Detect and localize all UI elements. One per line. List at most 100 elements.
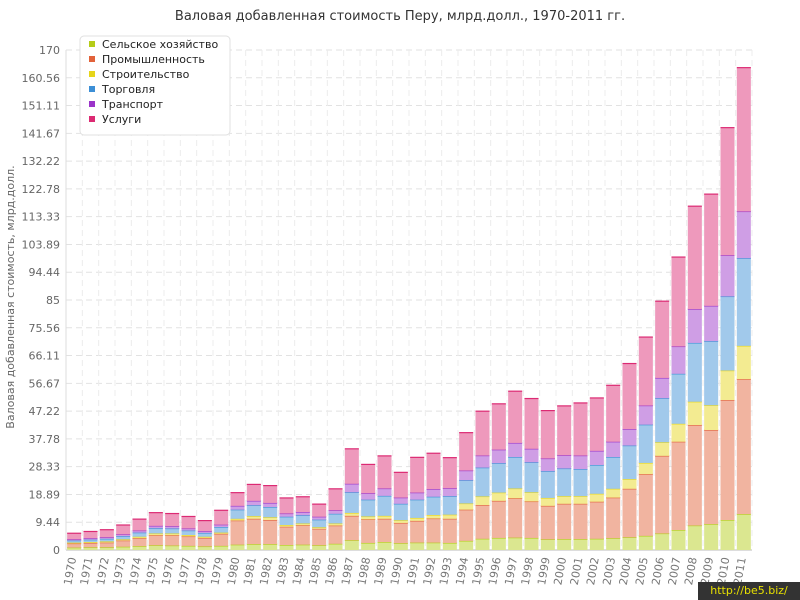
bar-segment [687, 309, 702, 343]
bar-segment [622, 445, 637, 480]
bar-segment [410, 517, 425, 521]
bar-segment [459, 540, 474, 550]
bar-segment [410, 457, 425, 493]
bar-segment [197, 546, 212, 550]
y-tick-label: 85 [46, 294, 60, 307]
y-tick-label: 56.67 [29, 377, 61, 390]
x-tick-label: 1980 [225, 556, 243, 586]
x-tick-label: 1991 [404, 556, 422, 586]
bar-segment [83, 539, 98, 543]
axes: 0 9.44 18.89 28.33 37.78 47.22 56.67 66.11 75.56… [22, 44, 752, 586]
bar-segment [328, 510, 343, 514]
bar-segment [426, 518, 441, 543]
bar-segment [99, 542, 114, 548]
x-tick-label: 1994 [453, 556, 471, 586]
bar-segment [508, 488, 523, 499]
bar-segment [475, 467, 490, 497]
bar-segment [736, 345, 751, 380]
x-tick-label: 1973 [110, 556, 128, 586]
bar-segment [638, 535, 653, 550]
bar-segment [214, 545, 229, 550]
bar-segment [606, 497, 621, 539]
bar-segment [475, 455, 490, 468]
bar-segment [426, 489, 441, 497]
legend-swatch [89, 116, 95, 122]
bar-segment [491, 449, 506, 464]
legend-swatch [89, 56, 95, 62]
bar-segment [410, 499, 425, 518]
legend-swatch [89, 101, 95, 107]
bar-segment [671, 423, 686, 442]
x-tick-label: 2002 [584, 556, 602, 586]
bar-segment [312, 519, 327, 528]
bar-segment [426, 515, 441, 519]
bar-segment [83, 531, 98, 539]
bar-segment [377, 515, 392, 519]
x-tick-label: 1970 [61, 556, 79, 586]
bar-segment [736, 67, 751, 212]
bar-segment [377, 455, 392, 489]
x-tick-label: 2007 [666, 556, 684, 586]
bar-segment [312, 516, 327, 520]
bar-segment [589, 493, 604, 502]
bar-segment [263, 520, 278, 545]
bar-segment [524, 537, 539, 550]
bar-segment [197, 532, 212, 537]
chart-title: Валовая добавленная стоимость Перу, млрд… [174, 9, 626, 24]
bar-segment [589, 501, 604, 539]
legend-box [79, 35, 231, 136]
legend-label: Транспорт [101, 98, 164, 111]
bar-segment [67, 543, 82, 548]
bar-segment [638, 462, 653, 475]
x-tick-label: 2003 [600, 556, 618, 586]
bar-segment [99, 547, 114, 550]
bar-segment [687, 206, 702, 310]
bar-segment [638, 337, 653, 406]
bar-segment [410, 542, 425, 550]
bar-segment [181, 535, 196, 537]
watermark: http://be5.biz/ [698, 582, 800, 600]
x-tick-label: 2010 [715, 556, 733, 586]
bar-segment [720, 296, 735, 371]
bar-segment [557, 455, 572, 469]
bar-segment [459, 432, 474, 471]
bar-segment [491, 500, 506, 538]
bar-segment [426, 496, 441, 515]
x-tick-label: 1982 [257, 556, 275, 586]
bar-segment [295, 544, 310, 550]
bar-segment [132, 519, 147, 531]
bar-segment [377, 542, 392, 550]
bar-segment [344, 448, 359, 484]
bar-segment [148, 525, 163, 529]
bar-segment [410, 492, 425, 500]
bar-segment [720, 520, 735, 550]
bar-segment [524, 448, 539, 463]
bar-segment [720, 400, 735, 520]
bar-segment [214, 527, 229, 533]
x-tick-label: 1997 [502, 556, 520, 586]
bar-segment [361, 542, 376, 550]
x-tick-label: 2008 [682, 556, 700, 586]
bar-segment [524, 398, 539, 449]
bar-segment [344, 515, 359, 541]
bar-segment [197, 531, 212, 533]
bar-segment [655, 442, 670, 456]
bar-segment [246, 505, 261, 517]
bar-segment [491, 492, 506, 501]
bar-segment [295, 525, 310, 545]
y-tick-label: 160.56 [22, 72, 61, 85]
bar-segment [573, 539, 588, 550]
bar-segment [589, 450, 604, 465]
bar-segment [295, 515, 310, 524]
x-tick-label: 2004 [617, 556, 635, 586]
bar-segment [312, 545, 327, 550]
bar-segment [393, 522, 408, 544]
y-tick-label: 66.11 [29, 350, 61, 363]
bar-segment [361, 519, 376, 543]
bar-segment [475, 496, 490, 505]
bar-segment [508, 498, 523, 538]
bar-segment [557, 468, 572, 497]
bar-segment [573, 469, 588, 497]
y-tick-label: 151.11 [22, 100, 61, 113]
